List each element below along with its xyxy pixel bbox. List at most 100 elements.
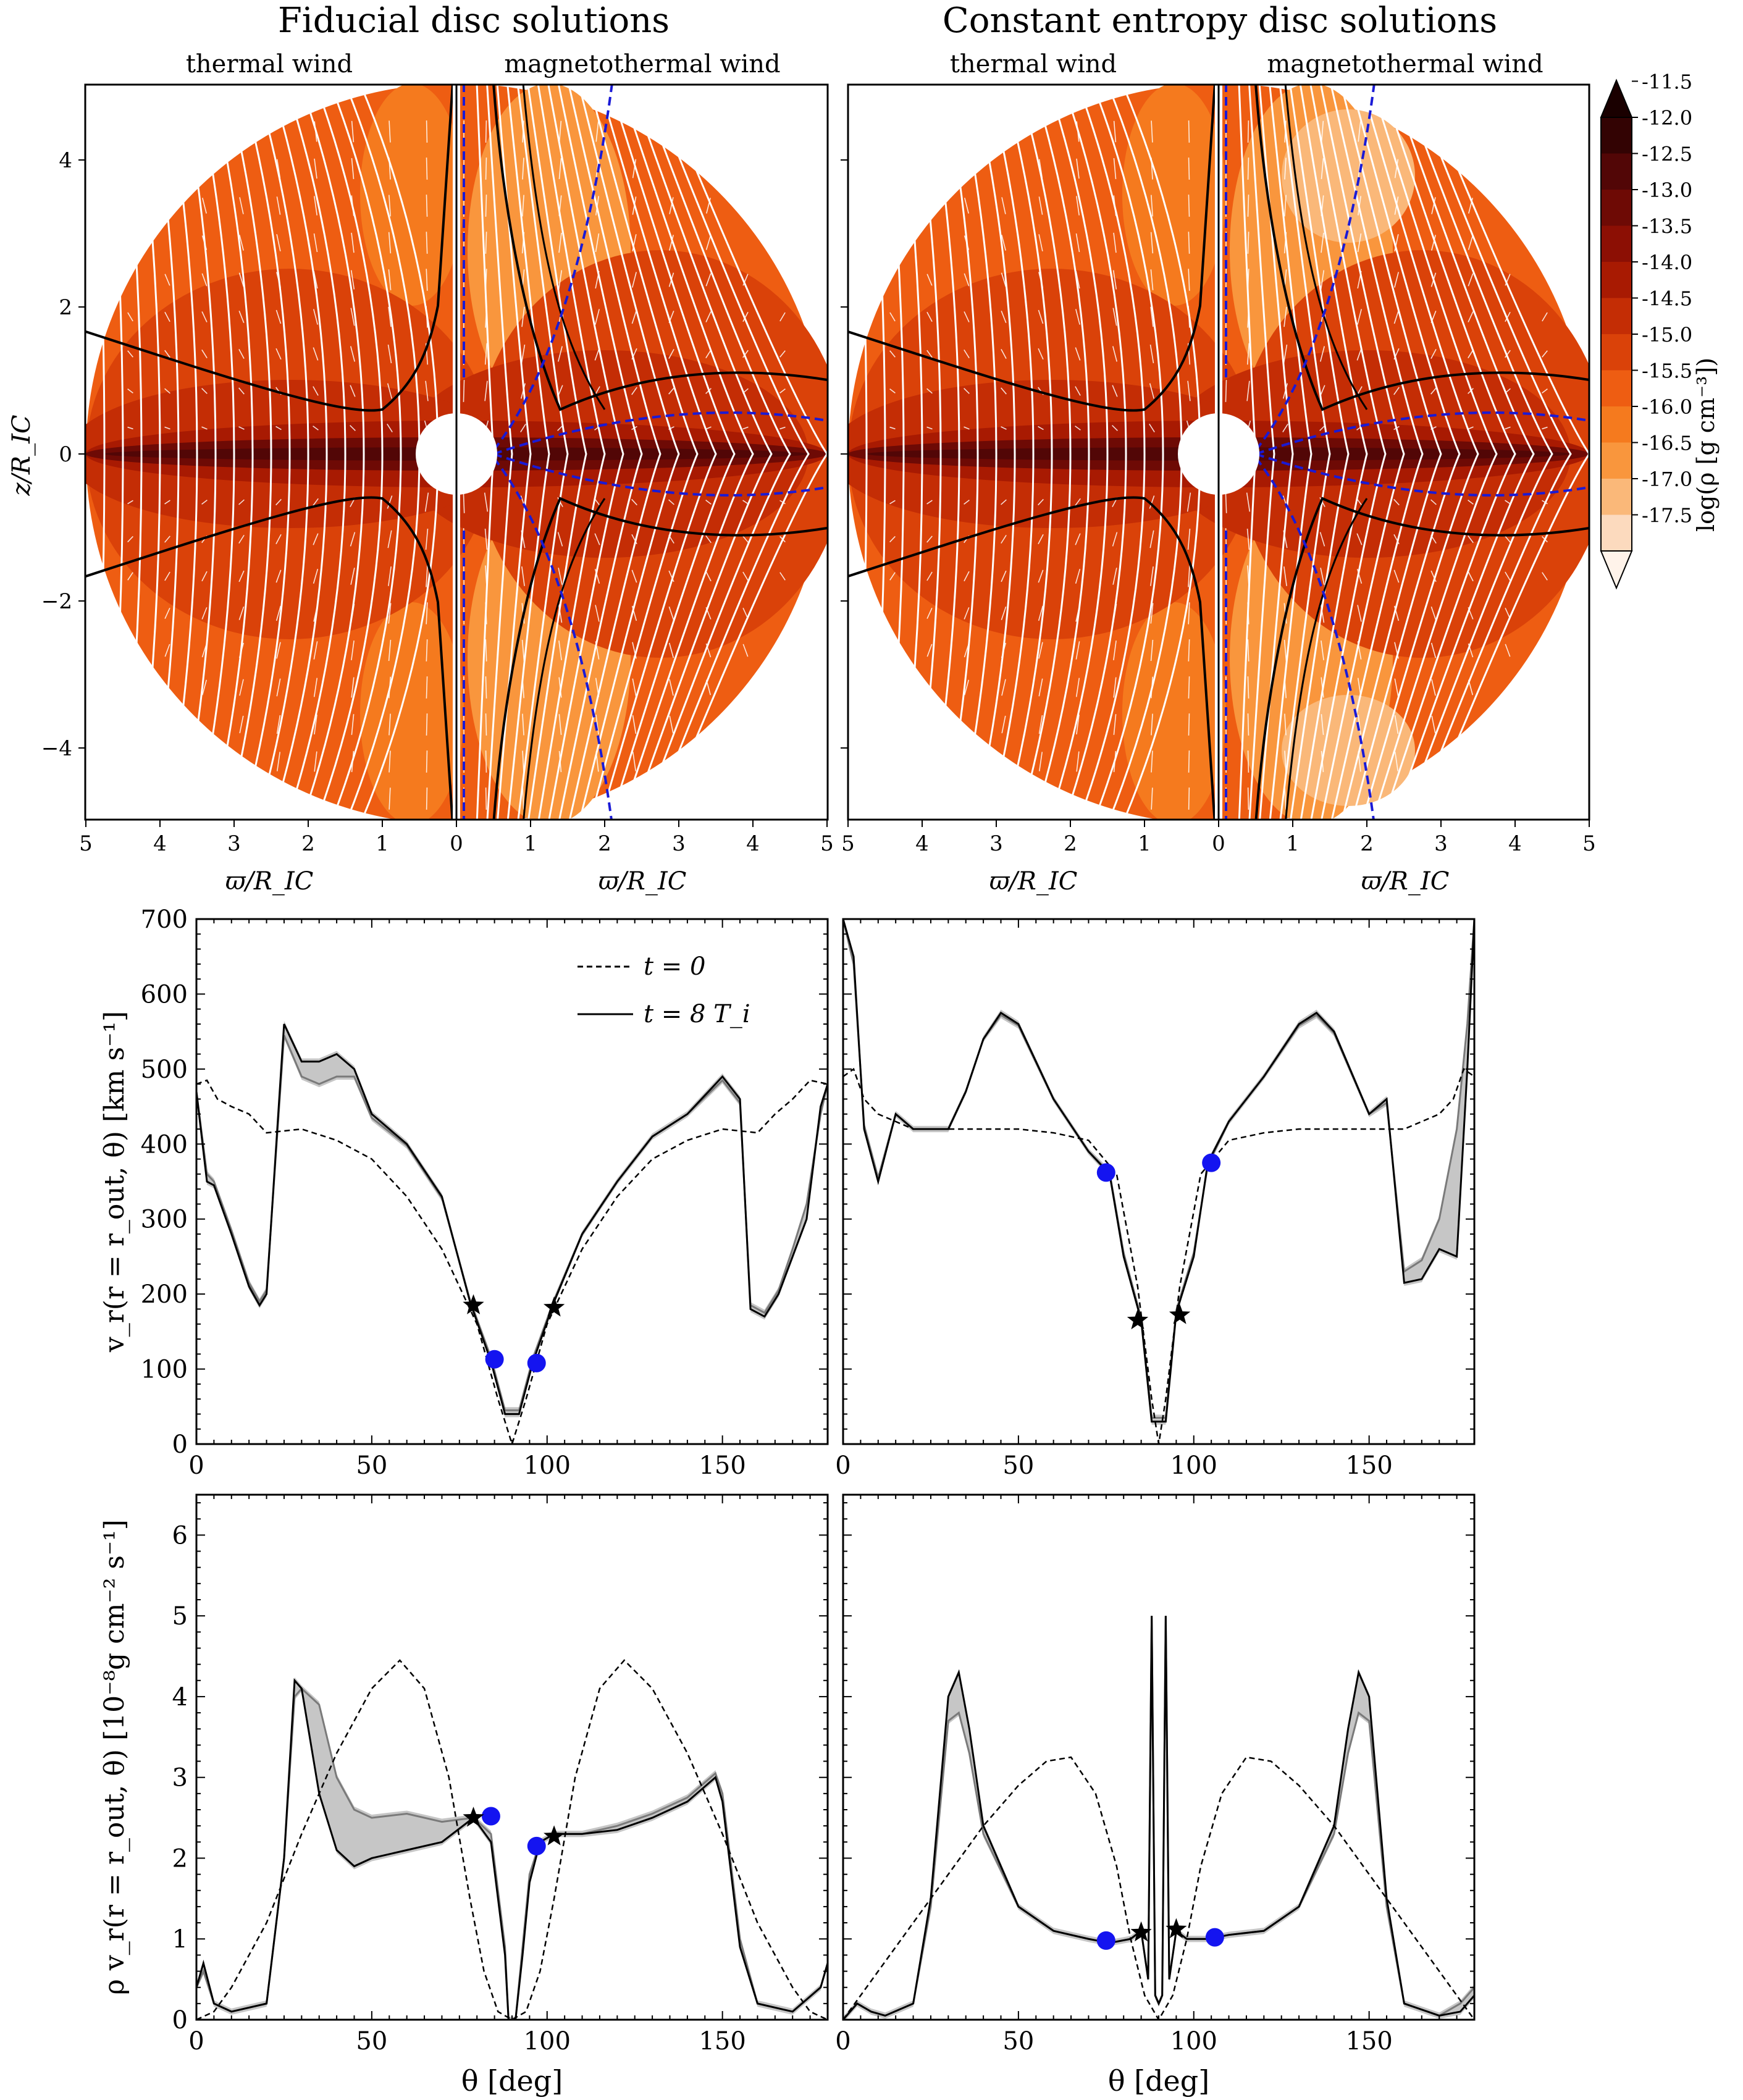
velocity-vector bbox=[313, 233, 318, 253]
velocity-vector bbox=[557, 385, 563, 397]
velocity-vector bbox=[201, 643, 208, 658]
velocity-vector bbox=[964, 388, 970, 394]
x-tick-label: 2 bbox=[598, 831, 611, 856]
velocity-vector bbox=[484, 528, 488, 550]
velocity-vector bbox=[668, 642, 674, 658]
velocity-vector bbox=[1394, 678, 1399, 697]
velocity-vector bbox=[668, 499, 674, 505]
velocity-vector bbox=[558, 270, 563, 290]
field-line bbox=[588, 85, 699, 820]
velocity-vector bbox=[1246, 343, 1250, 365]
velocity-vector bbox=[1112, 346, 1118, 362]
velocity-vector bbox=[557, 532, 563, 547]
sonic-contour bbox=[492, 497, 828, 820]
velocity-vector bbox=[351, 714, 355, 735]
x-tick-label: 5 bbox=[1582, 831, 1596, 856]
field-line bbox=[1299, 85, 1368, 820]
velocity-vector bbox=[1113, 158, 1117, 179]
velocity-vector bbox=[276, 678, 281, 697]
massflux-panel-constant-entropy: 0 50 100 150 θ [deg] bbox=[835, 1493, 1476, 2098]
velocity-vector bbox=[1468, 571, 1474, 582]
velocity-vector bbox=[1394, 642, 1399, 659]
velocity-vector bbox=[964, 679, 970, 695]
velocity-vector bbox=[388, 788, 391, 810]
sonic-point-marker bbox=[463, 1294, 484, 1314]
series-mean-line bbox=[843, 919, 1474, 1419]
velocity-vector bbox=[889, 388, 896, 394]
velocity-vector bbox=[558, 677, 562, 698]
velocity-vector bbox=[1393, 348, 1400, 360]
velocity-vector bbox=[1151, 120, 1153, 143]
colorbar-tick-label: -16.5 bbox=[1642, 432, 1692, 455]
alfven-contour bbox=[1254, 85, 1376, 452]
velocity-vector bbox=[1188, 602, 1190, 624]
velocity-vector bbox=[964, 643, 970, 658]
velocity-vector bbox=[387, 495, 393, 509]
field-line bbox=[1269, 85, 1312, 820]
velocity-vector bbox=[313, 533, 319, 545]
colorbar-tick-label: -14.5 bbox=[1642, 287, 1692, 311]
velocity-vector bbox=[1430, 499, 1437, 505]
velocity-vector bbox=[1320, 603, 1325, 623]
velocity-vector bbox=[276, 234, 281, 251]
field-line bbox=[1350, 85, 1461, 820]
velocity-vector bbox=[779, 426, 786, 430]
legend: t = 0 t = 8 T_i bbox=[578, 952, 750, 1028]
velocity-vector bbox=[388, 158, 391, 180]
x-axis-label: θ [deg] bbox=[461, 2064, 563, 2098]
y-tick-label: 0 bbox=[59, 442, 72, 467]
colorbar-band bbox=[1601, 117, 1632, 154]
velocity-vector bbox=[1393, 605, 1400, 621]
colorbar-label: log(ρ [g cm⁻³]) bbox=[1692, 358, 1720, 532]
velocity-vector bbox=[1319, 346, 1325, 362]
velocity-vector bbox=[926, 426, 933, 430]
sonic-contour bbox=[1254, 85, 1589, 411]
velocity-vector bbox=[1076, 121, 1080, 142]
velocity-vector bbox=[485, 788, 487, 810]
polar-low-density bbox=[1122, 85, 1226, 306]
velocity-vector bbox=[1112, 270, 1117, 290]
x-tick-label: 0 bbox=[450, 831, 463, 856]
field-line bbox=[1279, 85, 1331, 820]
velocity-vector bbox=[485, 158, 487, 180]
velocity-vector bbox=[239, 197, 244, 214]
polar-low-density bbox=[360, 602, 464, 820]
field-line bbox=[1248, 85, 1275, 820]
velocity-vector bbox=[1188, 306, 1190, 328]
velocity-vector bbox=[1284, 120, 1287, 143]
velocity-vector bbox=[1284, 788, 1287, 810]
series-line-t8 bbox=[196, 1678, 828, 2020]
colorbar-tick-label: -13.5 bbox=[1642, 215, 1692, 238]
velocity-vector bbox=[1430, 607, 1437, 620]
velocity-vector bbox=[1468, 235, 1474, 250]
velocity-vector bbox=[1430, 426, 1437, 430]
velocity-vector bbox=[239, 715, 244, 734]
velocity-vector bbox=[201, 607, 208, 620]
velocity-panel-constant-entropy: 0 50 100 150 bbox=[835, 918, 1476, 1480]
velocity-vector bbox=[1001, 235, 1006, 251]
velocity-vector bbox=[1001, 570, 1007, 582]
y-tick-label: −2 bbox=[41, 589, 72, 614]
velocity-vector bbox=[1394, 752, 1399, 771]
velocity-vector bbox=[1075, 196, 1080, 216]
velocity-vector bbox=[463, 380, 465, 402]
velocity-vector bbox=[426, 232, 428, 254]
y-tick-label: 500 bbox=[141, 1056, 188, 1084]
velocity-vector bbox=[1431, 715, 1436, 734]
y-tick-label: 0 bbox=[172, 2006, 188, 2035]
sonic-contour bbox=[492, 85, 828, 411]
velocity-vector bbox=[669, 679, 674, 696]
velocity-vector bbox=[1150, 306, 1154, 327]
velocity-vector bbox=[558, 232, 562, 253]
velocity-vector bbox=[705, 235, 712, 250]
field-line bbox=[958, 85, 998, 820]
y-tick-label: 2 bbox=[59, 295, 72, 320]
velocity-vector bbox=[1283, 639, 1287, 662]
velocity-vector bbox=[595, 605, 600, 622]
y-tick-label: −4 bbox=[41, 736, 72, 761]
velocity-vector bbox=[1431, 235, 1436, 251]
velocity-vector bbox=[485, 676, 487, 699]
velocity-vector bbox=[522, 120, 524, 143]
density-panel-constant-entropy: Constant entropy disc solutions thermal … bbox=[841, 1, 1596, 896]
velocity-vector bbox=[388, 676, 392, 699]
